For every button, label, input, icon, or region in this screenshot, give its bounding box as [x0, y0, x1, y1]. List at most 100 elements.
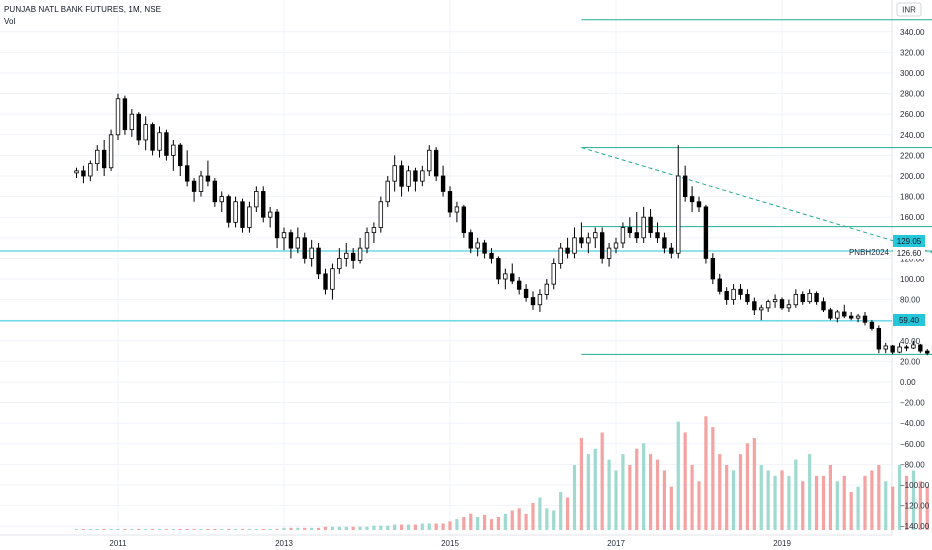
- volume-bar: [697, 481, 701, 530]
- volume-bar: [496, 517, 501, 530]
- candle-body: [662, 237, 667, 249]
- candle-body: [897, 346, 902, 353]
- candle-body: [364, 232, 370, 249]
- candle-body: [330, 268, 335, 290]
- volume-bar: [856, 486, 860, 530]
- candle-body: [579, 237, 584, 244]
- volume-bar: [289, 527, 293, 530]
- candle-body: [433, 149, 439, 177]
- volume-bar: [157, 528, 162, 530]
- candle-body: [904, 346, 909, 349]
- volume-bar: [74, 528, 79, 530]
- volume-bar: [904, 475, 909, 530]
- candle-body: [378, 201, 384, 228]
- volume-bar: [801, 481, 805, 530]
- candle-body: [772, 299, 778, 303]
- candle-body: [81, 170, 86, 177]
- y-tick-label: 260.00: [900, 110, 925, 119]
- candle-body: [108, 134, 114, 169]
- volume-bar: [731, 470, 736, 530]
- volume-bar: [171, 528, 175, 530]
- volume-bar: [683, 432, 687, 530]
- x-tick-label: 2013: [275, 539, 293, 548]
- candle-body: [482, 242, 487, 254]
- volume-bar: [676, 421, 680, 530]
- price-tag: [893, 235, 925, 247]
- y-tick-label: 40.00: [900, 337, 921, 346]
- x-tick-label: 2011: [109, 539, 127, 548]
- candle-body: [724, 290, 729, 300]
- candle-body: [247, 206, 252, 228]
- candle-body: [454, 206, 460, 213]
- candle-body: [447, 191, 453, 213]
- candle-body: [309, 247, 314, 259]
- volume-bar: [552, 510, 556, 530]
- volume-bar: [559, 492, 563, 530]
- volume-bar: [372, 525, 376, 530]
- volume-bar: [88, 528, 92, 530]
- price-tag-label: 126.60: [897, 249, 922, 258]
- volume-bar: [607, 459, 611, 530]
- candle-body: [88, 163, 93, 177]
- candle-body: [572, 237, 577, 254]
- volume-bar: [891, 486, 895, 530]
- volume-bar: [316, 527, 321, 530]
- volume-bar: [849, 492, 853, 530]
- volume-bar: [247, 528, 252, 530]
- candle-body: [274, 211, 280, 239]
- candle-body: [350, 252, 356, 261]
- candle-body: [634, 232, 639, 239]
- volume-bar: [877, 465, 881, 530]
- volume-bar: [531, 502, 535, 530]
- candle-body: [641, 216, 646, 239]
- candle-body: [440, 175, 446, 192]
- volume-bar: [282, 527, 286, 530]
- volume-bar: [386, 525, 390, 530]
- candle-body: [648, 216, 653, 234]
- volume-bar: [821, 475, 826, 530]
- y-tick-label: 80.00: [900, 296, 921, 305]
- candle-body: [392, 165, 397, 182]
- volume-bar: [621, 454, 625, 530]
- candle-body: [95, 149, 100, 165]
- candle-body: [759, 307, 764, 311]
- volume-bar: [337, 526, 341, 530]
- y-tick-label: −100.00: [900, 481, 930, 490]
- candle-body: [703, 206, 709, 259]
- candle-body: [157, 132, 162, 151]
- candle-body: [357, 247, 363, 261]
- volume-bar: [123, 528, 127, 530]
- candle-body: [821, 301, 826, 311]
- volume-bar: [192, 528, 196, 530]
- volume-bar: [925, 486, 929, 530]
- y-tick-label: −20.00: [900, 399, 925, 408]
- volume-bar: [593, 448, 597, 530]
- currency-button[interactable]: [896, 2, 922, 17]
- volume-bar: [738, 454, 743, 530]
- volume-bar: [773, 475, 777, 530]
- volume-bar: [240, 528, 245, 530]
- candle-body: [745, 294, 750, 303]
- candle-body: [551, 263, 556, 285]
- candle-body: [136, 113, 141, 141]
- volume-bar: [323, 526, 328, 530]
- y-tick-label: 160.00: [900, 213, 925, 222]
- trend-line[interactable]: [581, 147, 932, 355]
- candle-body: [835, 311, 840, 319]
- candle-body: [627, 227, 633, 234]
- candle-body: [302, 237, 307, 259]
- volume-bar: [642, 443, 646, 530]
- candle-body: [150, 124, 155, 151]
- volume-bar: [648, 454, 653, 530]
- volume-bar: [628, 465, 632, 530]
- volume-bar: [116, 528, 120, 530]
- volume-bar: [95, 528, 99, 530]
- candle-body: [765, 301, 771, 309]
- volume-bar: [254, 528, 258, 530]
- volume-bar: [427, 523, 431, 530]
- candle-body: [344, 252, 349, 259]
- volume-bar: [178, 528, 182, 530]
- candle-body: [122, 98, 128, 131]
- volume-bar: [586, 454, 590, 530]
